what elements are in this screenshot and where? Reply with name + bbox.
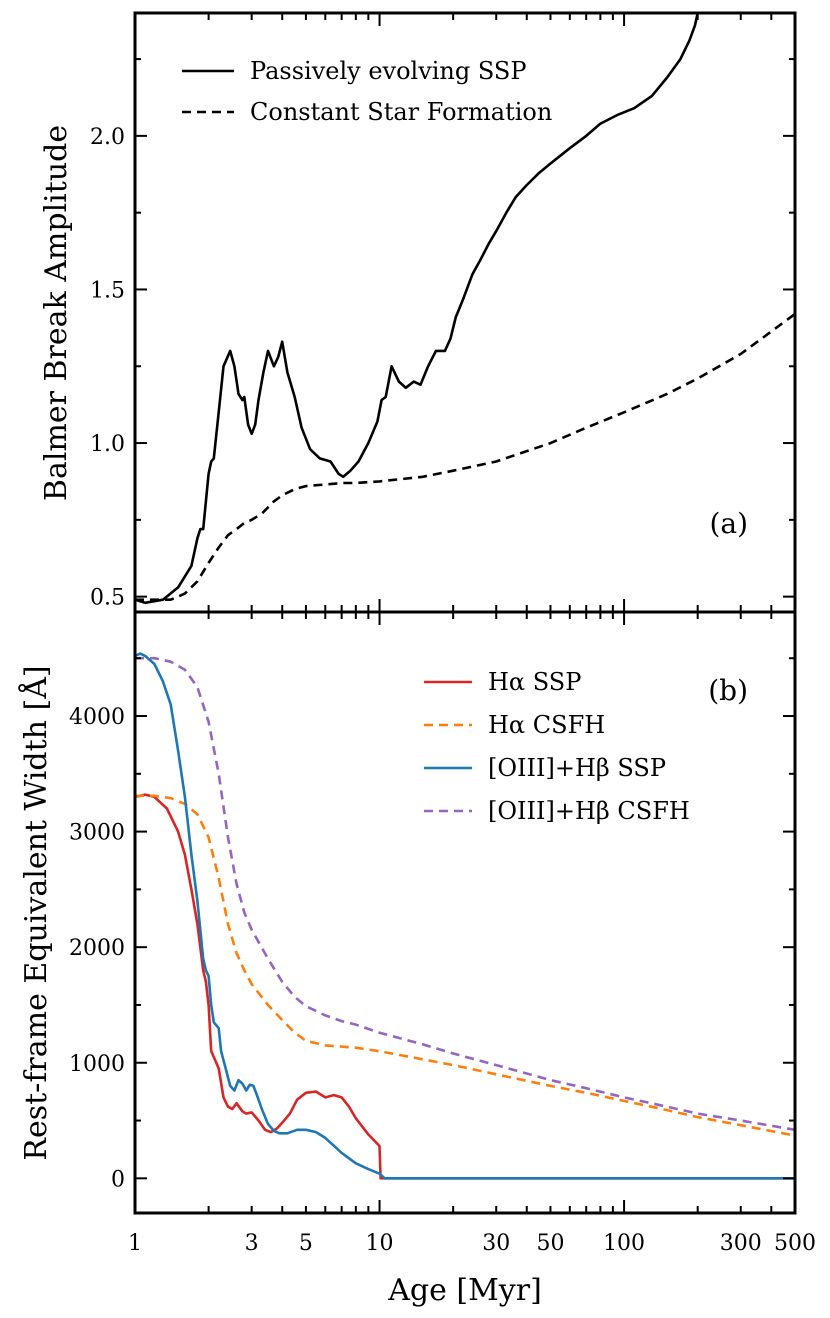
ytick-label-b-3: 3000 — [69, 821, 125, 846]
panel-b-equivalent-width: 0 1000 2000 3000 4000 (b) Rest-frame Equival… — [18, 610, 797, 1215]
panel-b-ylabel: Rest-frame Equivalent Width [Å] — [18, 665, 54, 1160]
legend-label-ha-csfh: Hα CSFH — [488, 711, 605, 739]
panel-b-label: (b) — [708, 674, 748, 707]
series-line-a-1 — [135, 312, 795, 602]
legend-label-oiii-hb-csfh: [OIII]+Hβ CSFH — [488, 797, 690, 825]
ytick-label-b-2: 2000 — [69, 936, 125, 961]
panel-a-series-lines — [135, 13, 795, 605]
ytick-label-b-1: 1000 — [69, 1052, 125, 1077]
xtick-label-0: 1 — [128, 1231, 142, 1256]
ytick-label-a-2: 1.5 — [90, 278, 125, 303]
panel-b-frame — [133, 610, 797, 1215]
legend-label-ha-ssp: Hα SSP — [488, 668, 581, 696]
series-line-a-0 — [135, 13, 699, 605]
ytick-label-a-0: 0.5 — [90, 586, 125, 611]
ytick-label-a-3: 2.0 — [90, 125, 125, 150]
panel-b-legend: Hα SSP Hα CSFH [OIII]+Hβ SSP [OIII]+Hβ C… — [424, 668, 690, 825]
panel-a-balmer-break: 0.51.01.52.0 (a) Balmer Break Amplitude … — [39, 11, 797, 614]
ytick-label-b-0: 0 — [111, 1167, 125, 1192]
xtick-label-4: 30 — [482, 1231, 510, 1256]
series-line-b-2 — [135, 652, 795, 1180]
xtick-label-8: 500 — [774, 1231, 816, 1256]
panel-b-ticks: 0 1000 2000 3000 4000 — [69, 612, 796, 1213]
legend-label-constant-sf: Constant Star Formation — [250, 98, 552, 126]
xtick-label-3: 10 — [366, 1231, 394, 1256]
legend-label-passive-ssp: Passively evolving SSP — [250, 57, 527, 85]
legend-label-oiii-hb-ssp: [OIII]+Hβ SSP — [488, 754, 666, 782]
series-line-b-0 — [135, 793, 795, 1180]
panel-a-legend: Passively evolving SSP Constant Star For… — [182, 57, 552, 126]
xtick-label-2: 5 — [299, 1231, 313, 1256]
series-line-b-3 — [135, 656, 795, 1132]
xtick-label-5: 50 — [536, 1231, 564, 1256]
ytick-label-b-4: 4000 — [69, 705, 125, 730]
xtick-label-7: 300 — [720, 1231, 762, 1256]
xtick-label-6: 100 — [603, 1231, 645, 1256]
x-axis-tick-labels: 1 3 5 10 30 50 100 300 500 — [128, 1231, 816, 1256]
panel-b-series-lines — [135, 652, 795, 1180]
xtick-label-1: 3 — [245, 1231, 259, 1256]
panel-a-label: (a) — [709, 507, 748, 540]
ytick-label-a-1: 1.0 — [90, 432, 125, 457]
series-line-b-1 — [135, 794, 795, 1137]
x-axis-title: Age [Myr] — [387, 1273, 542, 1308]
panel-a-ylabel: Balmer Break Amplitude — [39, 125, 74, 501]
